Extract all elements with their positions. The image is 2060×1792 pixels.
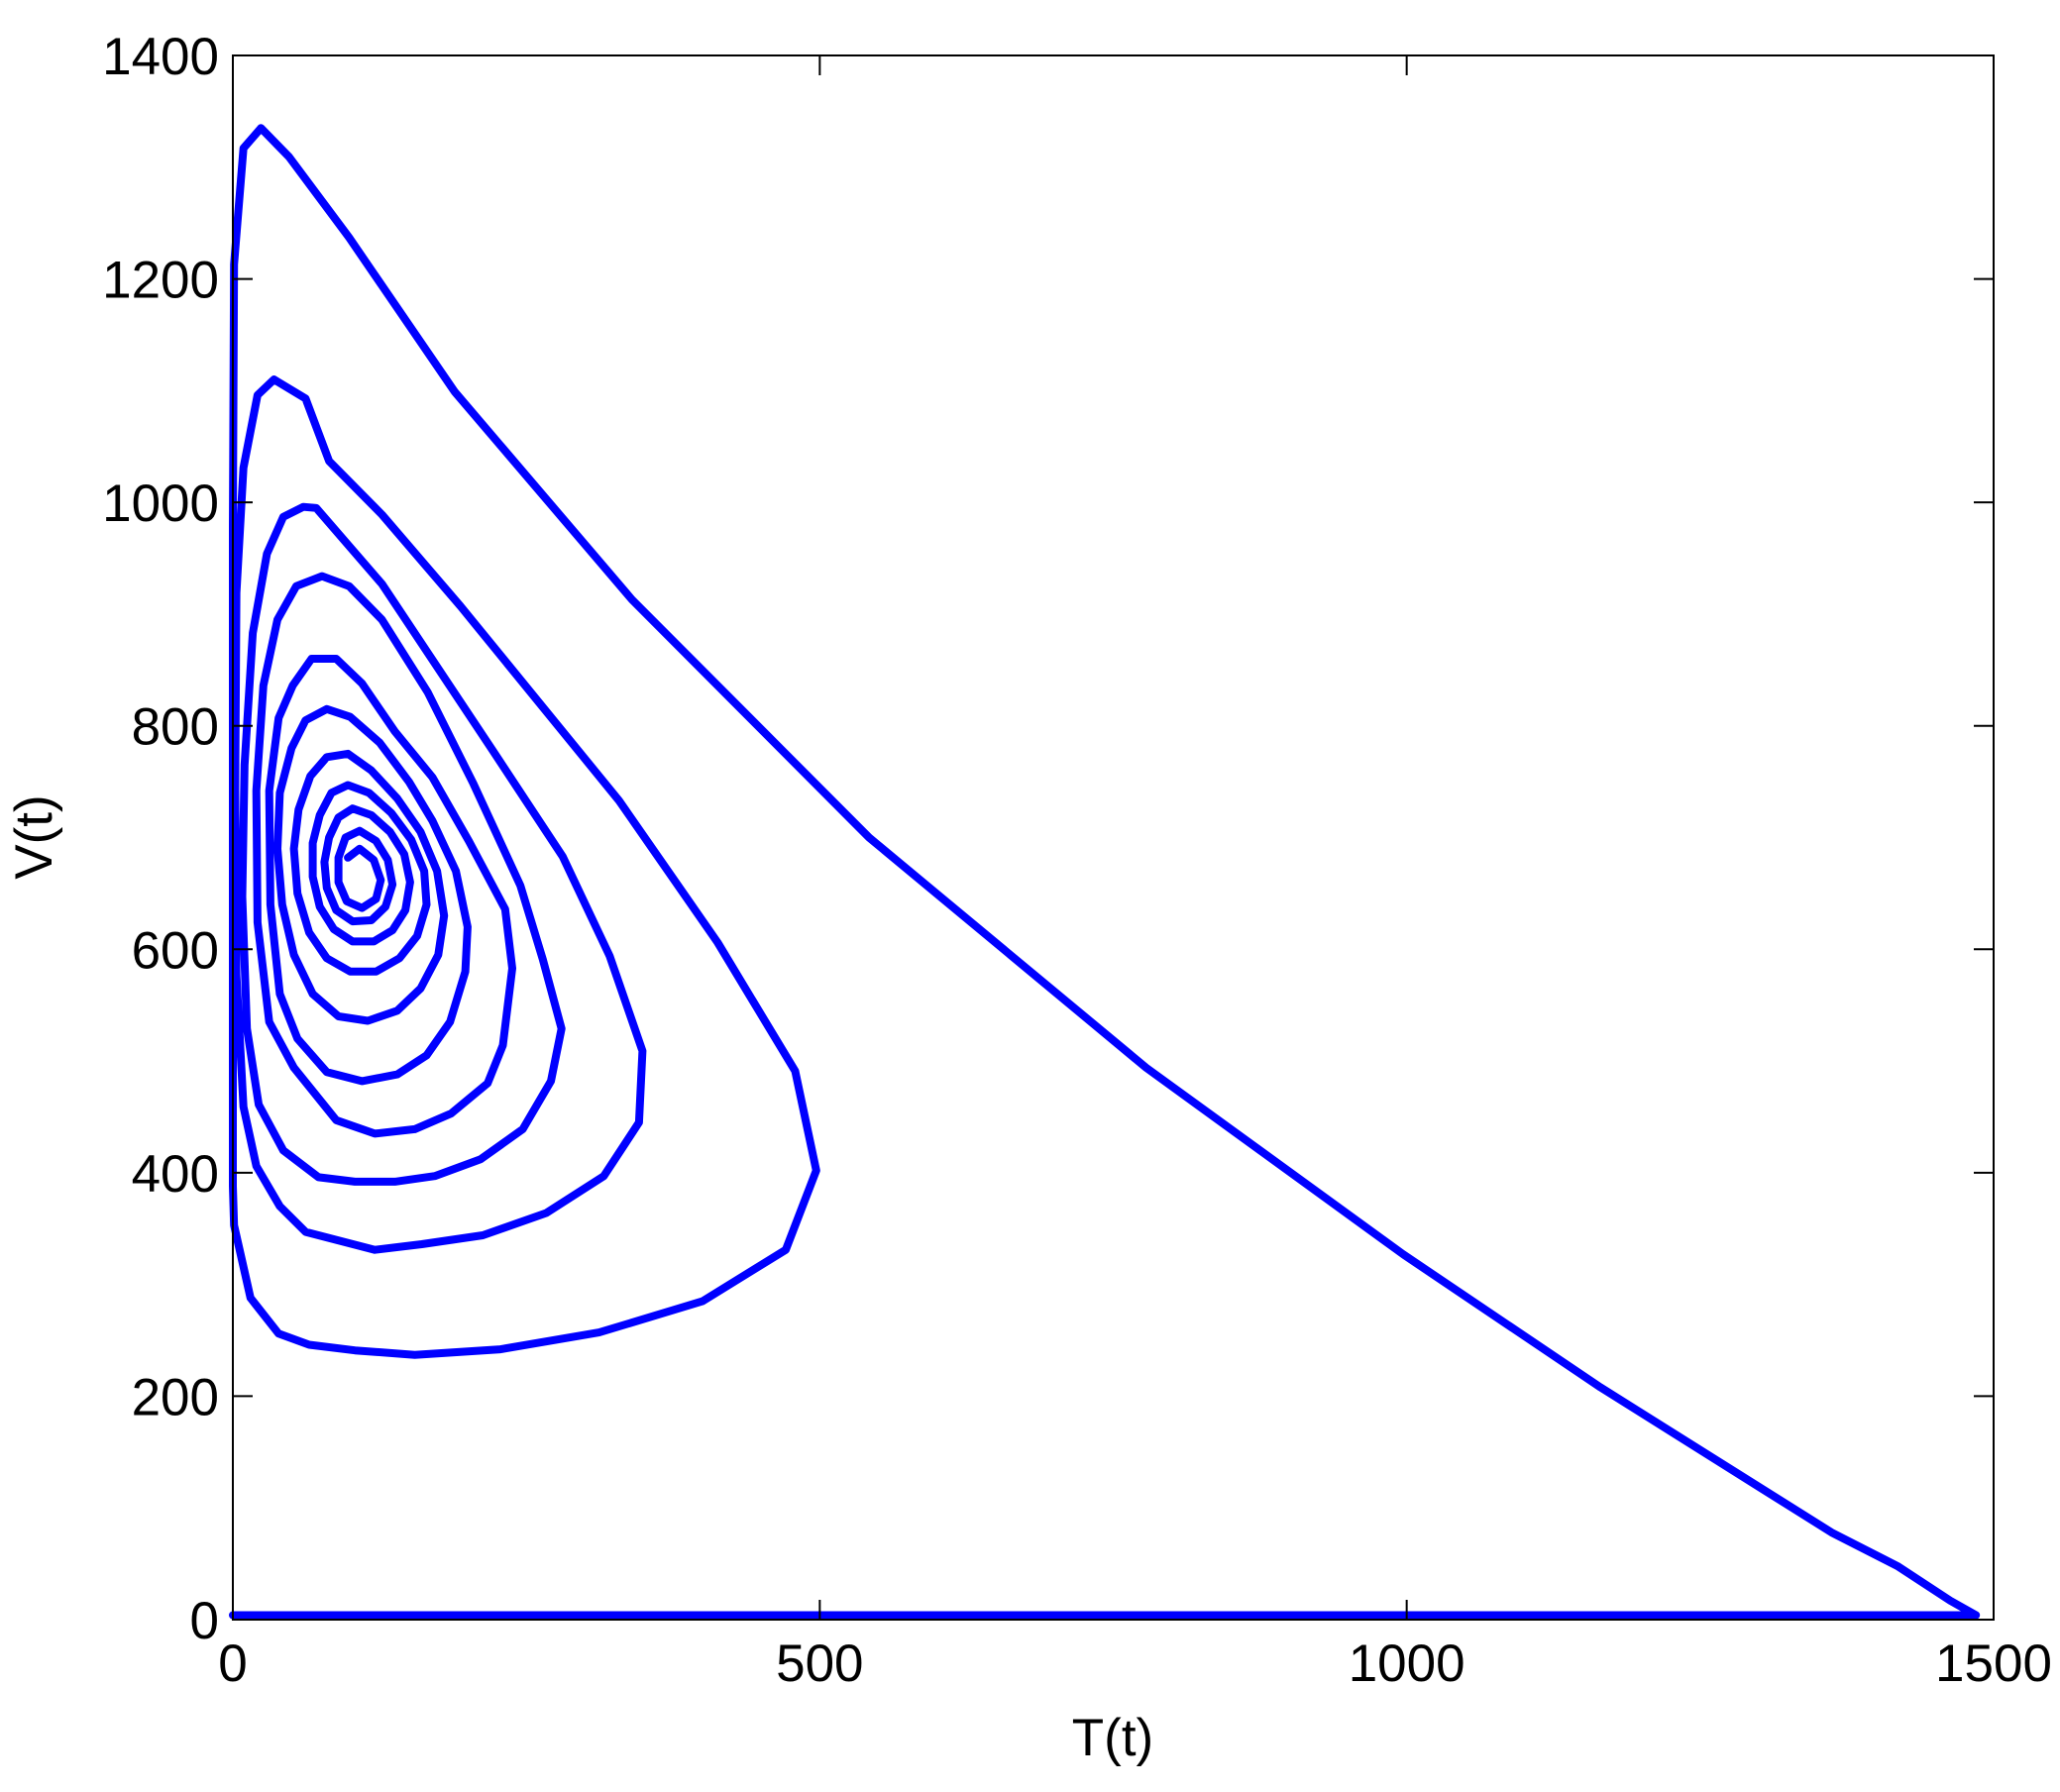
trajectory-line bbox=[229, 124, 1981, 1620]
plot-frame bbox=[232, 54, 1995, 1621]
y-tick-label: 1000 bbox=[102, 474, 219, 533]
x-tick-label: 0 bbox=[218, 1634, 247, 1693]
x-tick-label: 500 bbox=[776, 1634, 863, 1693]
y-tick-label: 1400 bbox=[102, 28, 219, 86]
y-tick-label: 200 bbox=[132, 1368, 219, 1426]
y-tick-label: 400 bbox=[132, 1145, 219, 1204]
y-tick-label: 800 bbox=[132, 698, 219, 757]
y-axis-label: V(t) bbox=[5, 794, 63, 879]
y-tick-label: 0 bbox=[190, 1592, 219, 1650]
x-axis-label: T(t) bbox=[1072, 1709, 1153, 1767]
y-tick-label: 600 bbox=[132, 921, 219, 980]
x-tick-label: 1000 bbox=[1349, 1634, 1465, 1693]
y-tick-label: 1200 bbox=[102, 252, 219, 310]
x-tick-label: 1500 bbox=[1935, 1634, 2052, 1693]
